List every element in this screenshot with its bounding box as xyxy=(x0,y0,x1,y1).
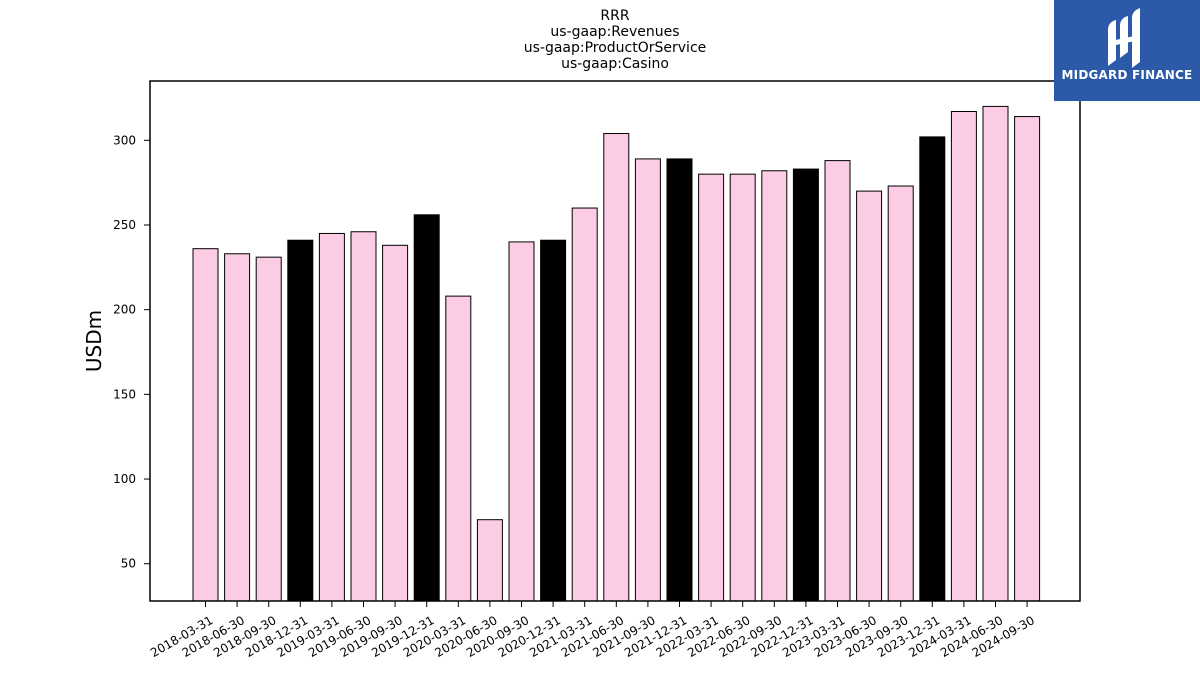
x-axis-ticks: 2018-03-312018-06-302018-09-302018-12-31… xyxy=(148,601,1037,660)
y-tick-label: 150 xyxy=(113,387,136,401)
midgard-finance-logo: MIDGARD FINANCE xyxy=(1054,0,1200,101)
bar xyxy=(382,244,409,602)
bar xyxy=(856,190,883,602)
bar xyxy=(950,110,977,602)
bar xyxy=(476,519,503,602)
bar xyxy=(445,295,472,602)
chart-title-line: us-gaap:Revenues xyxy=(550,24,679,40)
bar xyxy=(508,241,535,602)
chart-title-line: RRR xyxy=(600,8,629,24)
chart-title: RRRus-gaap:Revenuesus-gaap:ProductOrServ… xyxy=(524,8,707,72)
midgard-logo-icon xyxy=(1108,8,1140,68)
chart-title-line: us-gaap:Casino xyxy=(561,56,669,72)
bar xyxy=(571,207,598,602)
bar xyxy=(224,253,251,602)
bar xyxy=(887,185,914,602)
bar xyxy=(634,158,661,602)
bar xyxy=(729,173,756,602)
bar xyxy=(192,248,219,602)
y-tick-label: 200 xyxy=(113,303,136,317)
y-tick-label: 300 xyxy=(113,133,136,147)
logo-text: MIDGARD FINANCE xyxy=(1061,68,1193,82)
bar xyxy=(698,173,725,602)
bar xyxy=(350,231,377,602)
plot-area-frame xyxy=(149,80,1081,602)
bar xyxy=(666,158,693,602)
chart-title-line: us-gaap:ProductOrService xyxy=(524,40,707,56)
bar xyxy=(919,136,946,602)
y-tick-label: 100 xyxy=(113,472,136,486)
y-axis-label: USDm xyxy=(82,310,106,372)
y-axis-ticks: 50 100 150 200 250 300 xyxy=(113,133,150,571)
bar xyxy=(413,214,440,602)
bar xyxy=(603,133,630,602)
bar xyxy=(287,239,314,602)
y-tick-label: 50 xyxy=(121,557,136,571)
y-tick-label: 250 xyxy=(113,218,136,232)
bar xyxy=(982,105,1009,602)
bar xyxy=(255,256,282,602)
bars xyxy=(192,105,1041,602)
bar xyxy=(792,168,819,602)
bar xyxy=(540,239,567,602)
bar xyxy=(1014,116,1041,602)
bar xyxy=(824,160,851,602)
bar xyxy=(318,232,345,602)
bar xyxy=(761,170,788,602)
